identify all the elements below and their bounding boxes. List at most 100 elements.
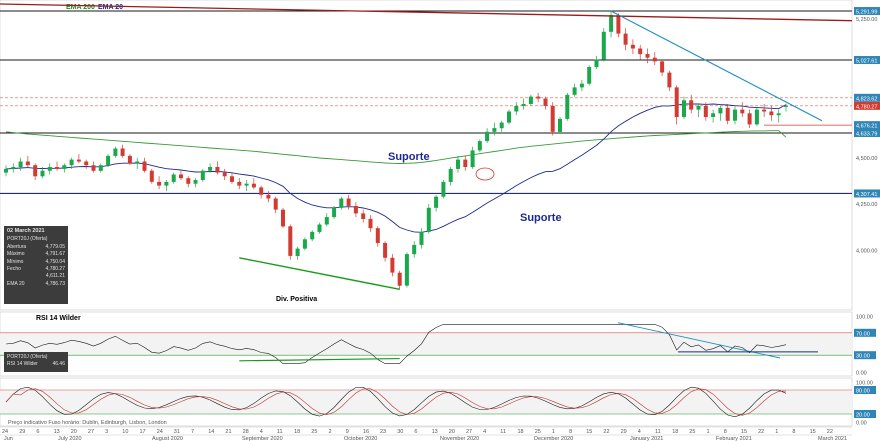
candle-body — [142, 161, 147, 171]
candle-body — [179, 174, 183, 179]
candle-body — [689, 100, 694, 110]
candle-body — [375, 228, 380, 243]
candle-body — [361, 213, 366, 219]
candle-body — [84, 161, 89, 166]
candle-body — [543, 98, 548, 106]
ohlc-info-box: 02 March 2021 PORT20J (Oferta) Abertura 4… — [4, 226, 68, 304]
price-label-bg — [854, 101, 880, 110]
candle-body — [711, 113, 716, 117]
price-label: 4,780.27 — [856, 104, 877, 110]
x-day-label: 2 — [329, 429, 332, 435]
x-day-label: 7 — [191, 429, 194, 435]
price-label-bg — [854, 7, 880, 16]
info-row: Máximo 4,791.67 — [7, 251, 65, 258]
candle-body — [747, 113, 752, 125]
x-day-label: 25 — [535, 429, 541, 435]
candle-body — [397, 272, 402, 286]
stoch-axis-label: 0.00 — [856, 421, 867, 427]
candle-body — [4, 168, 8, 173]
candle-body — [390, 257, 395, 273]
price-tick: 5,250.00 — [856, 17, 877, 23]
candle-body — [18, 161, 23, 168]
rsi-value: 46.46 — [52, 361, 65, 367]
info-key: EMA 20 — [7, 280, 25, 287]
info-value: 4,786.73 — [45, 280, 65, 287]
candle-body — [164, 181, 169, 186]
candle-body — [208, 167, 213, 171]
candle-body — [601, 31, 606, 60]
candle-body — [419, 231, 424, 245]
candle-body — [550, 105, 555, 132]
candle-body — [623, 33, 628, 45]
x-day-label: 22 — [758, 429, 764, 435]
candle-body — [434, 196, 439, 208]
info-row: 4,611.21 — [7, 273, 65, 280]
x-day-label: 27 — [88, 429, 94, 435]
footer-note: Preço indicativo Fuso horário: Dublin, E… — [8, 420, 167, 426]
rsi-title: RSI 14 Wilder — [36, 315, 81, 322]
price-label: 4,307.41 — [856, 192, 877, 198]
candle-body — [645, 54, 650, 58]
x-month-label: February 2021 — [716, 436, 752, 441]
candle-body — [630, 44, 635, 49]
candle-body — [149, 170, 154, 182]
candle-body — [324, 217, 329, 225]
candle-body — [579, 83, 584, 88]
x-month-label: August 2020 — [152, 436, 183, 441]
candle-body — [652, 57, 657, 62]
x-day-label: 25 — [311, 429, 317, 435]
x-day-label: 16 — [363, 429, 369, 435]
x-day-label: 20 — [71, 429, 77, 435]
candle-body — [674, 87, 679, 117]
candle-body — [237, 181, 242, 186]
candle-body — [477, 141, 482, 151]
x-day-label: 17 — [140, 429, 146, 435]
candle-body — [222, 172, 227, 177]
candle-body — [353, 206, 358, 214]
candle-body — [404, 254, 409, 286]
x-month-label: Jun — [4, 436, 13, 441]
x-day-label: 22 — [827, 429, 833, 435]
x-day-label: 13 — [432, 429, 438, 435]
stoch-axis-bg — [854, 386, 876, 394]
annotation-suporte-upper: Suporte — [388, 151, 430, 163]
x-month-label: March 2021 — [818, 436, 847, 441]
x-day-label: 4 — [638, 429, 641, 435]
x-day-label: 18 — [294, 429, 300, 435]
candle-body — [718, 107, 723, 114]
price-label: 4,676.21 — [856, 124, 877, 130]
info-row: EMA 20 4,786.73 — [7, 281, 65, 288]
rsi-axis-label: 0.00 — [856, 371, 867, 377]
rsi-line — [5, 324, 787, 364]
candle-body — [696, 105, 701, 110]
candle-body — [703, 105, 708, 117]
price-label-bg — [854, 121, 880, 130]
x-month-label: September 2020 — [242, 436, 283, 441]
stoch-axis-bg — [854, 410, 876, 418]
candle-body — [244, 183, 249, 186]
price-label: 5,291.99 — [856, 10, 877, 16]
candle-body — [69, 159, 74, 166]
candle-body — [193, 180, 198, 184]
stoch-k-line — [5, 386, 787, 418]
candle-body — [463, 159, 468, 167]
price-label: 4,823.62 — [856, 96, 877, 102]
x-day-label: 4 — [483, 429, 486, 435]
x-day-label: 14 — [208, 429, 214, 435]
candle-body — [507, 111, 511, 123]
stoch-axis-label: 100.00 — [856, 381, 873, 387]
info-value: 4,750.04 — [45, 258, 65, 265]
info-key: Abertura — [7, 243, 27, 250]
candle-body — [470, 150, 475, 168]
info-date: 02 March 2021 — [7, 228, 45, 234]
rsi-instrument: PORT20J (Oferta) — [7, 354, 48, 360]
candle-body — [733, 109, 737, 121]
candle-body — [492, 128, 497, 132]
annotation-suporte-lower: Suporte — [520, 212, 562, 224]
info-instrument: PORT20J (Oferta) — [7, 236, 48, 243]
price-panel[interactable] — [0, 0, 853, 311]
x-day-label: 18 — [518, 429, 524, 435]
stoch-d-line — [5, 388, 787, 416]
